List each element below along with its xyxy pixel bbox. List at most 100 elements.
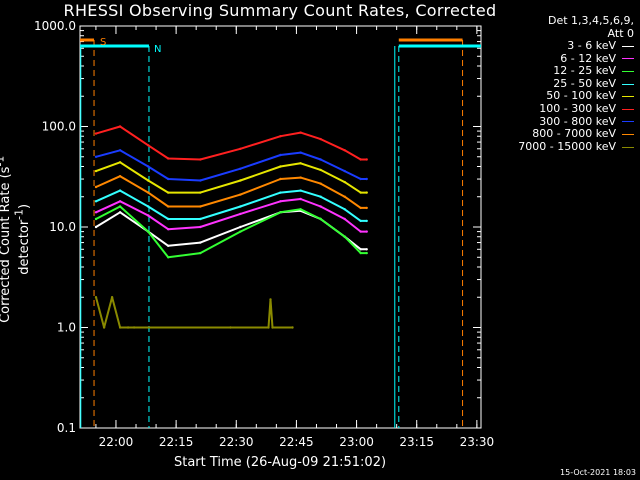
legend-entry: 6 - 12 keV [518,52,634,66]
legend-swatch [622,133,634,135]
x-axis-label: Start Time (26-Aug-09 21:51:02) [173,455,387,470]
series-point-2 [94,217,98,221]
series-point-7 [359,206,362,210]
series-point-3 [343,208,346,211]
legend-label: 3 - 6 keV [567,39,616,52]
series-line-4 [95,161,367,194]
flag-label-n: N [154,44,161,55]
series-point-7 [167,205,170,208]
legend-swatch [622,83,634,85]
legend-swatch [622,58,634,60]
series-point-6 [118,149,122,152]
series-point-4 [319,168,322,172]
legend-label: 50 - 100 keV [546,89,616,103]
series-point-6 [343,169,346,173]
series-point-5 [365,158,368,161]
legend-entry: 800 - 7000 keV [518,128,634,141]
legend-attenuator: Att 0 [607,27,634,40]
series-point-3 [365,219,368,223]
series-point-8 [269,298,272,301]
series-point-2 [147,230,150,233]
series-point-1 [118,200,122,203]
legend-swatch [622,121,634,123]
chart-legend: 3 - 6 keV 6 - 12 keV 12 - 25 keV 25 - 50 ke… [518,39,634,153]
series-point-0 [365,248,368,251]
legend-label: 25 - 50 keV [553,76,616,90]
flag-label-s: S [100,37,106,48]
series-point-5 [167,157,170,160]
legend-entry: 100 - 300 keV [518,102,634,116]
footer-timestamp: 15-Oct-2021 18:03 [560,468,636,477]
series-point-4 [147,179,150,182]
y-tick-label: 1.0 [57,321,76,335]
series-point-8 [267,326,270,329]
legend-detectors: Det 1,3,4,5,6,9, [547,14,634,27]
series-point-3 [319,195,322,198]
series-point-6 [167,177,170,181]
series-point-0 [167,244,170,247]
series-point-3 [94,200,98,203]
legend-entry: 300 - 800 keV [518,115,634,129]
series-point-8 [102,326,106,329]
y-tick-label: 1000.0 [34,19,76,33]
series-point-5 [279,135,282,138]
series-point-7 [365,206,368,210]
series-line-8 [95,296,293,329]
series-point-1 [299,197,302,201]
series-point-1 [359,230,362,233]
legend-swatch [622,108,634,110]
series-point-6 [359,177,362,181]
series-point-0 [239,225,242,229]
series-point-6 [279,153,282,157]
legend-entry: 12 - 25 keV [518,65,634,78]
legend-swatch [622,45,634,47]
series-point-1 [147,214,150,217]
series-point-2 [319,217,322,221]
series-point-8 [132,326,136,329]
series-point-4 [118,161,122,164]
series-point-5 [147,144,150,147]
series-point-1 [239,212,242,216]
series-point-2 [239,230,242,233]
series-point-2 [359,251,362,255]
series-point-7 [199,205,202,208]
series-point-8 [271,326,274,329]
legend-header: Det 1,3,4,5,6,9, Att 0 [548,14,634,40]
series-point-2 [343,235,346,238]
series-point-6 [199,179,202,182]
series-point-7 [118,175,122,178]
series-point-5 [319,137,322,141]
series-line-6 [95,149,367,182]
series-point-2 [167,256,170,259]
series-point-2 [199,251,202,255]
series-point-1 [199,225,202,229]
legend-swatch [622,146,634,148]
series-point-7 [239,193,242,196]
y-tick-label: 100.0 [42,120,76,134]
chart-title: RHESSI Observing Summary Count Rates, Co… [63,1,497,20]
series-point-4 [365,191,368,194]
y-axis-label-sup2: -1 [13,209,26,220]
series-point-1 [343,217,346,221]
series-point-8 [291,326,294,329]
series-point-4 [239,179,242,182]
series-point-3 [299,189,302,192]
y-axis-label-part1: Corrected Count Rate (s [0,166,13,323]
x-tick-label: 22:15 [159,435,194,449]
y-axis-label-end: ) [17,203,33,210]
series-point-4 [279,165,282,168]
series-point-1 [365,230,368,233]
series-point-1 [94,211,98,214]
series-point-7 [299,176,302,179]
y-axis-label: Corrected Count Rate (s-1 detector-1) [0,139,32,339]
y-axis-label-sup1: -1 [0,155,7,167]
series-point-6 [319,158,322,161]
series-line-2 [95,205,367,259]
series-line-5 [95,125,367,161]
legend-swatch [622,96,634,98]
legend-swatch [622,70,634,72]
series-point-0 [199,241,202,244]
x-tick-label: 22:00 [99,435,134,449]
series-point-0 [94,225,98,229]
y-axis-label-part2: detector [17,219,33,275]
